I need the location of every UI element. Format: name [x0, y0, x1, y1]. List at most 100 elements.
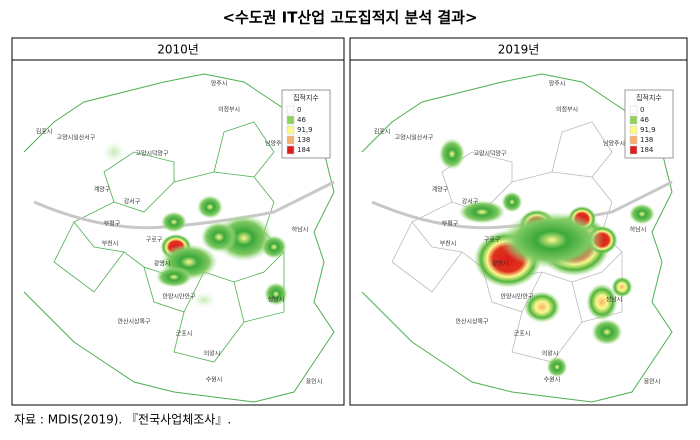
- heat-spot: [197, 195, 223, 219]
- panel-title: 2010년: [157, 43, 199, 57]
- district-label: 안양시만안구: [500, 293, 534, 301]
- heat-spot: [161, 211, 187, 233]
- legend-label: 91,9: [640, 126, 656, 134]
- source: 자료 : MDIS(2019). 『전국사업체조사』.: [14, 413, 231, 427]
- heat-spot: [261, 235, 287, 259]
- district-label: 의정부시: [556, 106, 578, 114]
- legend-swatch: [629, 105, 638, 115]
- district-label: 의정부시: [218, 106, 240, 114]
- district-label: 의왕시: [204, 350, 221, 358]
- legend-swatch: [286, 125, 295, 135]
- legend-title: 집적지수: [636, 93, 662, 102]
- district-label: 강서구: [462, 198, 479, 206]
- district-label: 남양주시: [603, 140, 625, 148]
- legend-title: 집적지수: [293, 93, 319, 102]
- district-label: 고양시덕양구: [135, 150, 169, 158]
- district-label: 수원시: [206, 376, 223, 384]
- district-label: 양주시: [549, 80, 566, 88]
- district-label: 하남시: [630, 226, 647, 234]
- district-label: 성남시: [268, 296, 285, 304]
- district-label: 용인시: [644, 379, 661, 386]
- legend-swatch: [629, 125, 638, 135]
- district-label: 하남시: [292, 226, 309, 234]
- district-label: 부천시: [102, 240, 119, 248]
- district-label: 강서구: [124, 198, 141, 206]
- heat-spot: [546, 356, 568, 378]
- district-boundary: [441, 151, 513, 203]
- legend-swatch: [286, 145, 295, 155]
- district-label: 김포시: [374, 129, 391, 136]
- legend-swatch: [286, 135, 295, 145]
- panel-title: 2019년: [498, 43, 540, 57]
- district-label: 안산시상록구: [455, 318, 489, 326]
- district-label: 남양주시: [265, 140, 287, 148]
- heat-spot: [629, 203, 655, 225]
- district-label: 군포시: [514, 331, 531, 338]
- legend-swatch: [286, 115, 295, 125]
- district-label: 군포시: [176, 331, 193, 338]
- legend-label: 184: [640, 146, 654, 154]
- legend: 집적지수 0 46 91,9 138 184: [624, 89, 674, 159]
- legend: 집적지수 0 46 91,9 138 184: [281, 89, 331, 159]
- legend-label: 46: [297, 116, 306, 124]
- legend-label: 0: [297, 106, 301, 114]
- district-label: 고양시일산서구: [395, 134, 434, 142]
- heat-spot: [264, 282, 288, 306]
- district-boundary: [53, 221, 125, 293]
- legend-label: 184: [297, 146, 311, 154]
- district-label: 부평구: [104, 220, 121, 228]
- legend-swatch: [629, 145, 638, 155]
- legend-label: 46: [640, 116, 649, 124]
- heat-spot: [501, 191, 523, 213]
- district-label: 광명시: [154, 260, 171, 268]
- district-label: 의왕시: [542, 350, 559, 358]
- district-label: 고양시일산서구: [57, 134, 96, 142]
- district-boundary: [173, 311, 245, 363]
- legend-label: 138: [640, 136, 653, 144]
- figure-title: <수도권 IT산업 고도집적지 분석 결과>: [222, 9, 477, 27]
- district-boundary: [213, 121, 275, 178]
- district-boundary: [481, 266, 543, 313]
- district-label: 안산시상록구: [117, 318, 151, 326]
- heat-spot: [439, 138, 465, 170]
- heat-spot: [192, 292, 216, 308]
- district-boundary: [143, 266, 205, 313]
- heat-spot: [591, 319, 623, 345]
- heat-spot: [586, 283, 618, 321]
- legend-swatch: [629, 135, 638, 145]
- district-label: 계양구: [432, 186, 449, 194]
- district-label: 안양시만안구: [162, 293, 196, 301]
- district-boundary: [511, 311, 583, 363]
- district-boundary: [103, 151, 175, 203]
- district-label: 부평구: [442, 220, 459, 228]
- legend-label: 0: [640, 106, 644, 114]
- heat-spot: [458, 200, 506, 224]
- district-label: 구로구: [146, 237, 163, 244]
- district-boundary: [391, 221, 463, 293]
- region-boundary: [23, 73, 335, 403]
- heat-spot: [523, 291, 561, 323]
- legend-label: 91,9: [297, 126, 313, 134]
- district-label: 광명시: [492, 260, 509, 268]
- heat-spot: [103, 141, 125, 163]
- district-label: 양주시: [211, 80, 228, 88]
- district-label: 김포시: [36, 129, 53, 136]
- heat-spot: [500, 211, 604, 269]
- district-label: 수원시: [544, 376, 561, 384]
- heat-spot: [611, 276, 633, 298]
- district-boundary: [233, 252, 285, 323]
- district-label: 부천시: [440, 240, 457, 248]
- region-boundary: [361, 73, 673, 403]
- district-label: 계양구: [94, 186, 111, 194]
- district-label: 고양시덕양구: [473, 150, 507, 158]
- district-label: 용인시: [306, 379, 323, 386]
- heat-spot: [200, 221, 238, 253]
- district-label: 구로구: [484, 237, 501, 244]
- legend-label: 138: [297, 136, 310, 144]
- heat-spot: [155, 266, 193, 288]
